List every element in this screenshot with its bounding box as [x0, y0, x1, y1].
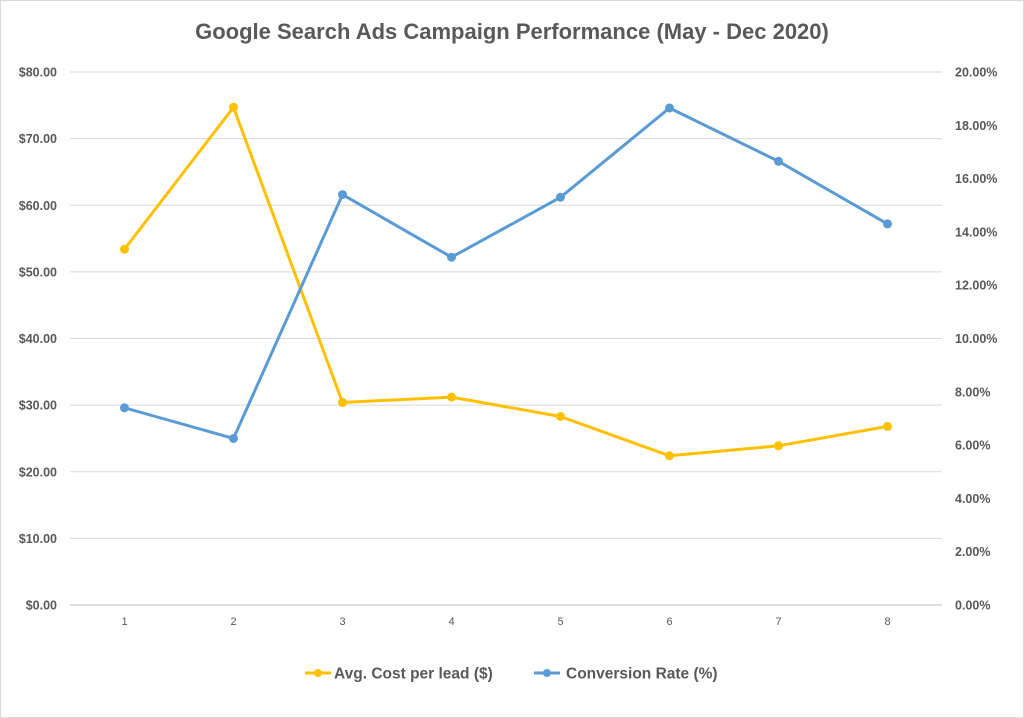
- data-point: [338, 397, 347, 407]
- x-tick-label: 8: [884, 616, 890, 628]
- x-tick-label: 1: [121, 616, 127, 628]
- legend: Avg. Cost per lead ($) Conversion Rate (%…: [305, 666, 718, 683]
- series-line: [123, 105, 889, 458]
- right-tick-label: 6.00%: [955, 439, 990, 453]
- left-tick-label: $10.00: [19, 532, 57, 546]
- right-tick-label: 18.00%: [955, 119, 997, 133]
- right-tick-label: 20.00%: [955, 66, 997, 80]
- right-tick-label: 4.00%: [955, 492, 990, 506]
- right-tick-label: 2.00%: [955, 545, 990, 559]
- data-point: [774, 156, 783, 166]
- left-tick-label: $40.00: [19, 332, 57, 346]
- data-point: [338, 190, 347, 200]
- data-point: [447, 392, 456, 402]
- series-layer: [120, 102, 892, 461]
- x-tick-label: 6: [666, 616, 672, 628]
- right-axis-ticks: 0.00% 2.00% 4.00% 6.00% 8.00% 10.00% 12.00% 14.…: [955, 66, 997, 613]
- legend-swatch-marker: [543, 669, 551, 677]
- x-tick-label: 4: [448, 616, 454, 628]
- data-point: [665, 451, 674, 461]
- left-tick-label: $30.00: [19, 399, 57, 413]
- x-tick-label: 7: [775, 616, 781, 628]
- x-tick-label: 3: [339, 616, 345, 628]
- data-point: [774, 441, 783, 451]
- data-point: [229, 433, 238, 443]
- left-tick-label: $0.00: [26, 599, 57, 613]
- legend-swatch-marker: [314, 669, 322, 677]
- data-point: [883, 219, 892, 229]
- right-tick-label: 8.00%: [955, 385, 990, 399]
- data-point: [120, 403, 129, 413]
- right-tick-label: 14.00%: [955, 225, 997, 239]
- x-axis-ticks: 1 2 3 4 5 6 7 8: [121, 616, 890, 628]
- left-tick-label: $70.00: [19, 132, 57, 146]
- data-point: [120, 244, 129, 254]
- right-tick-label: 16.00%: [955, 172, 997, 186]
- chart-title: Google Search Ads Campaign Performance (…: [195, 19, 829, 44]
- data-point: [556, 411, 565, 421]
- left-tick-label: $60.00: [19, 199, 57, 213]
- left-tick-label: $80.00: [19, 66, 57, 80]
- left-axis-ticks: $0.00 $10.00 $20.00 $30.00 $40.00 $50.00 $60.0…: [19, 66, 57, 613]
- data-point: [665, 103, 674, 113]
- x-tick-label: 5: [557, 616, 563, 628]
- data-point: [229, 102, 238, 112]
- gridlines: [70, 71, 942, 606]
- series-line: [123, 106, 889, 440]
- data-point: [883, 421, 892, 431]
- left-tick-label: $50.00: [19, 265, 57, 279]
- x-tick-label: 2: [230, 616, 236, 628]
- left-tick-label: $20.00: [19, 465, 57, 479]
- right-tick-label: 12.00%: [955, 279, 997, 293]
- right-tick-label: 10.00%: [955, 332, 997, 346]
- data-point: [556, 192, 565, 202]
- data-point: [447, 252, 456, 262]
- legend-label: Avg. Cost per lead ($): [334, 666, 493, 683]
- right-tick-label: 0.00%: [955, 599, 990, 613]
- legend-label: Conversion Rate (%): [566, 666, 718, 683]
